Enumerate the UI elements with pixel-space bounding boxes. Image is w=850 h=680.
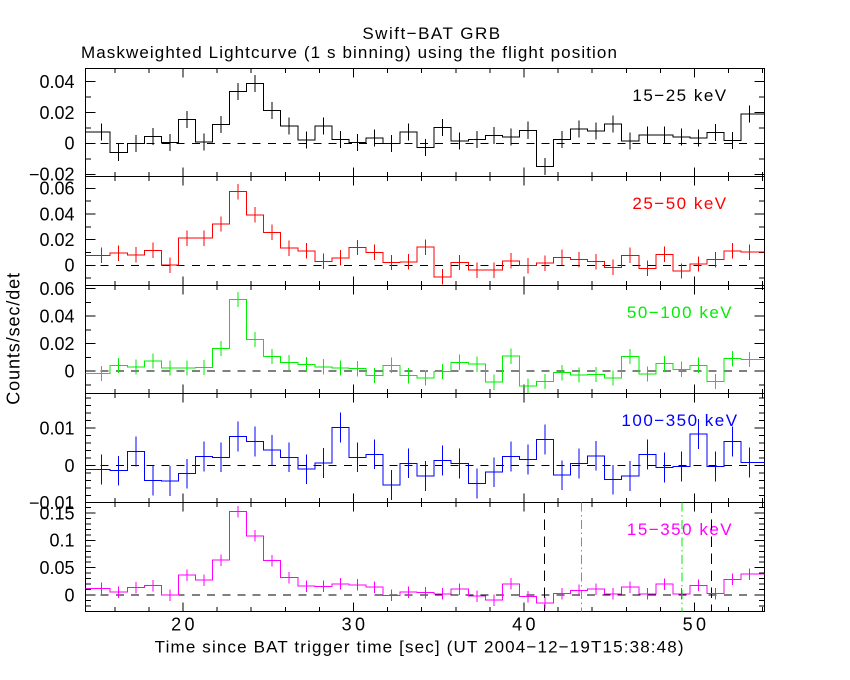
svg-text:0.02: 0.02 xyxy=(39,334,74,354)
svg-text:0: 0 xyxy=(64,256,74,276)
svg-text:−0.02: −0.02 xyxy=(29,165,75,185)
svg-text:0.05: 0.05 xyxy=(39,558,74,578)
svg-text:0.01: 0.01 xyxy=(39,418,74,438)
svg-text:30: 30 xyxy=(342,615,369,635)
svg-text:Swift−BAT GRB: Swift−BAT GRB xyxy=(362,24,501,43)
svg-text:0: 0 xyxy=(64,456,74,476)
svg-text:0: 0 xyxy=(64,362,74,382)
svg-text:0.04: 0.04 xyxy=(39,204,74,224)
svg-text:100−350 keV: 100−350 keV xyxy=(621,411,738,430)
svg-text:0.15: 0.15 xyxy=(39,503,74,523)
svg-text:0.02: 0.02 xyxy=(39,230,74,250)
svg-text:20: 20 xyxy=(171,615,198,635)
svg-text:40: 40 xyxy=(512,615,539,635)
svg-text:0: 0 xyxy=(64,585,74,605)
svg-text:0.06: 0.06 xyxy=(39,179,74,199)
svg-text:−0.01: −0.01 xyxy=(29,493,75,513)
svg-text:Maskweighted Lightcurve (1 s b: Maskweighted Lightcurve (1 s binning) us… xyxy=(81,43,618,62)
svg-text:50: 50 xyxy=(683,615,710,635)
svg-text:Counts/sec/det: Counts/sec/det xyxy=(4,272,24,405)
svg-text:0.1: 0.1 xyxy=(49,531,74,551)
svg-text:0: 0 xyxy=(64,134,74,154)
svg-text:0.06: 0.06 xyxy=(39,279,74,299)
svg-text:Time since BAT trigger time [s: Time since BAT trigger time [sec] (UT 20… xyxy=(155,638,685,657)
svg-text:50−100 keV: 50−100 keV xyxy=(627,303,733,322)
svg-text:25−50 keV: 25−50 keV xyxy=(632,194,727,213)
svg-text:0.04: 0.04 xyxy=(39,307,74,327)
svg-text:15−350 keV: 15−350 keV xyxy=(627,520,733,539)
svg-text:0.04: 0.04 xyxy=(39,72,74,92)
svg-text:0.02: 0.02 xyxy=(39,103,74,123)
svg-text:15−25 keV: 15−25 keV xyxy=(632,86,727,105)
